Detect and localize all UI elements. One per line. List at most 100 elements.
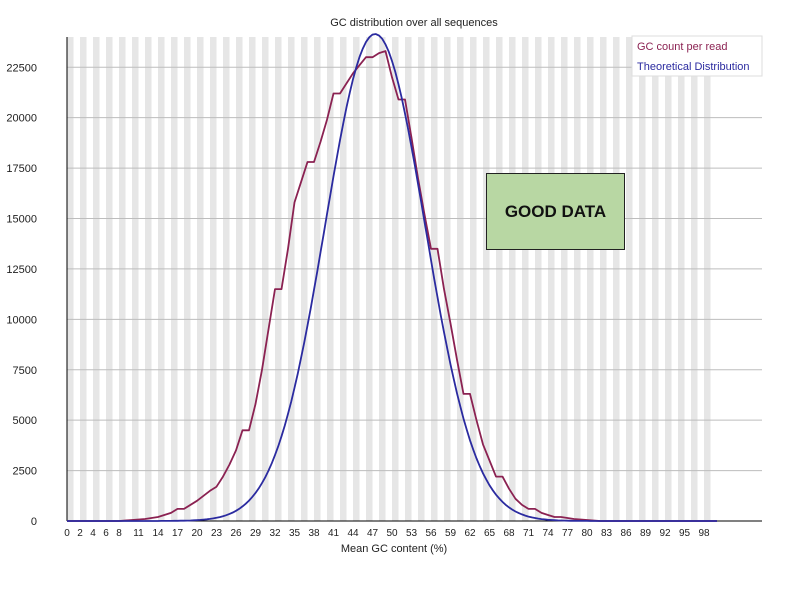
- stripe-53: [411, 37, 418, 521]
- x-tick-label-13: 35: [289, 528, 301, 539]
- stripe-2: [80, 37, 87, 521]
- stripe-67: [502, 37, 509, 521]
- stripe-70: [522, 37, 529, 521]
- stripe-17: [177, 37, 184, 521]
- y-tick-label-7: 17500: [6, 163, 37, 175]
- x-tick-label-1: 2: [77, 528, 83, 539]
- stripe-78: [574, 37, 581, 521]
- y-tick-label-2: 5000: [13, 415, 37, 427]
- stripe-60: [457, 37, 464, 521]
- x-tick-label-7: 17: [172, 528, 184, 539]
- stripe-10: [132, 37, 139, 521]
- stripe-89: [645, 37, 652, 521]
- legend: GC count per read Theoretical Distributi…: [631, 35, 763, 77]
- stripe-61: [463, 37, 470, 521]
- stripe-50: [392, 37, 399, 521]
- x-tick-label-18: 50: [386, 528, 398, 539]
- y-tick-label-4: 10000: [6, 314, 37, 326]
- x-tick-label-19: 53: [406, 528, 418, 539]
- stripe-23: [216, 37, 223, 521]
- stripe-97: [697, 37, 704, 521]
- x-axis-label: Mean GC content (%): [341, 543, 447, 555]
- stripe-15: [164, 37, 171, 521]
- stripe-41: [333, 37, 340, 521]
- stripe-35: [294, 37, 301, 521]
- x-tick-label-9: 23: [211, 528, 223, 539]
- stripe-82: [600, 37, 607, 521]
- stripe-47: [372, 37, 379, 521]
- legend-entry-gc-count: GC count per read: [637, 41, 728, 53]
- x-tick-label-26: 74: [542, 528, 554, 539]
- stripe-21: [203, 37, 210, 521]
- stripe-5: [99, 37, 106, 521]
- stripe-75: [554, 37, 561, 521]
- stripe-71: [528, 37, 535, 521]
- series-lines: [67, 33, 717, 522]
- y-tick-label-1: 2500: [13, 466, 37, 478]
- x-tick-label-22: 62: [464, 528, 476, 539]
- stripe-86: [626, 37, 633, 521]
- stripe-49: [385, 37, 392, 521]
- stripe-72: [535, 37, 542, 521]
- stripe-20: [197, 37, 204, 521]
- stripe-14: [158, 37, 165, 521]
- stripe-76: [561, 37, 568, 521]
- stripe-1: [73, 37, 80, 521]
- stripe-18: [184, 37, 191, 521]
- stripe-43: [346, 37, 353, 521]
- stripe-90: [652, 37, 659, 521]
- x-tick-label-28: 80: [581, 528, 593, 539]
- x-tick-label-2: 4: [90, 528, 96, 539]
- stripe-19: [190, 37, 197, 521]
- series-line-gc-count: [67, 50, 717, 522]
- stripe-45: [359, 37, 366, 521]
- x-tick-label-8: 20: [191, 528, 203, 539]
- x-tick-label-5: 11: [133, 528, 144, 539]
- background-stripes: [67, 37, 717, 521]
- stripe-85: [619, 37, 626, 521]
- x-tick-label-16: 44: [347, 528, 359, 539]
- stripe-37: [307, 37, 314, 521]
- stripe-57: [437, 37, 444, 521]
- stripe-4: [93, 37, 100, 521]
- stripe-84: [613, 37, 620, 521]
- stripe-93: [671, 37, 678, 521]
- stripe-36: [301, 37, 308, 521]
- stripe-74: [548, 37, 555, 521]
- stripe-96: [691, 37, 698, 521]
- stripe-0: [67, 37, 74, 521]
- x-tick-label-14: 38: [308, 528, 320, 539]
- x-tick-label-33: 95: [679, 528, 691, 539]
- stripe-11: [138, 37, 145, 521]
- y-tick-label-6: 15000: [6, 214, 37, 226]
- stripe-38: [314, 37, 321, 521]
- stripe-3: [86, 37, 93, 521]
- stripe-65: [489, 37, 496, 521]
- stripe-8: [119, 37, 126, 521]
- stripe-87: [632, 37, 639, 521]
- x-tick-label-6: 14: [152, 528, 164, 539]
- x-tick-label-30: 86: [620, 528, 632, 539]
- stripe-79: [580, 37, 587, 521]
- x-tick-label-4: 8: [116, 528, 122, 539]
- x-tick-label-0: 0: [64, 528, 70, 539]
- y-tick-label-5: 12500: [6, 264, 37, 276]
- stripe-39: [320, 37, 327, 521]
- stripe-27: [242, 37, 249, 521]
- stripe-80: [587, 37, 594, 521]
- stripe-12: [145, 37, 152, 521]
- stripe-92: [665, 37, 672, 521]
- x-tick-label-12: 32: [269, 528, 281, 539]
- x-tick-label-11: 29: [250, 528, 262, 539]
- stripe-63: [476, 37, 483, 521]
- x-tick-label-24: 68: [503, 528, 515, 539]
- x-tick-label-29: 83: [601, 528, 613, 539]
- stripe-69: [515, 37, 522, 521]
- stripe-99: [710, 37, 717, 521]
- stripe-25: [229, 37, 236, 521]
- stripe-91: [658, 37, 665, 521]
- x-tick-label-31: 89: [640, 528, 652, 539]
- stripe-59: [450, 37, 457, 521]
- x-tick-label-15: 41: [328, 528, 340, 539]
